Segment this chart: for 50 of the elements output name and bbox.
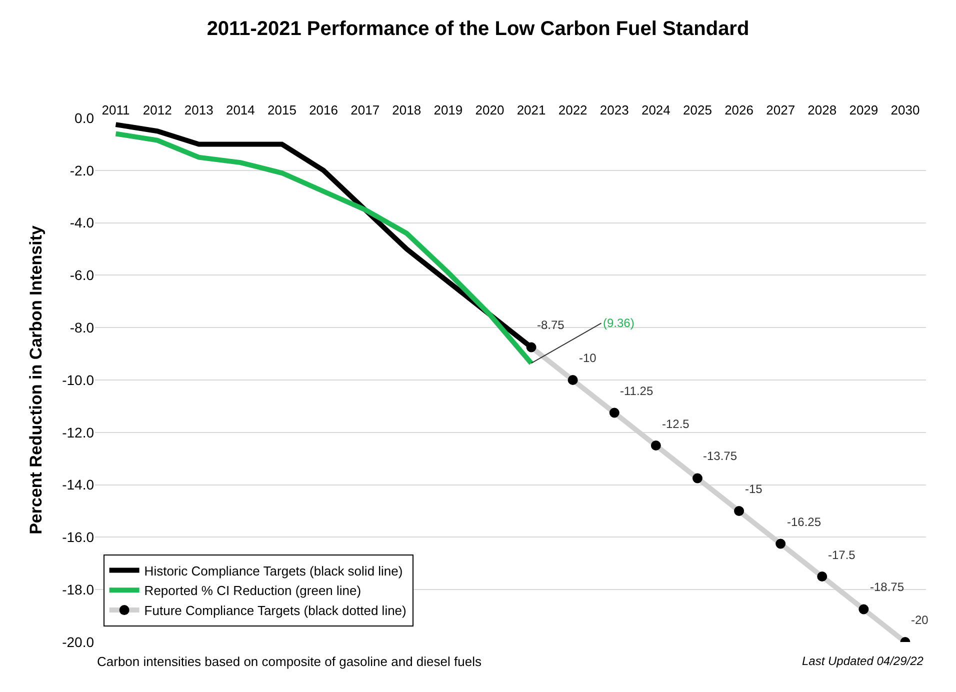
x-tick-label: 2014	[226, 102, 255, 118]
x-tick-label: 2012	[142, 102, 172, 118]
data-label: -20	[911, 613, 929, 627]
text: Carbon intensities based on composite of gasoline and diesel fuels	[97, 654, 482, 669]
x-tick-label: 2029	[849, 102, 878, 118]
x-tick-label: 2022	[558, 102, 588, 118]
x-tick-label: 2027	[766, 102, 796, 118]
x-tick-label: 2018	[392, 102, 422, 118]
text: Last Updated 04/29/22	[802, 654, 924, 668]
point	[526, 342, 536, 352]
data-label: -11.25	[620, 384, 654, 398]
x-tick-label: 2026	[724, 102, 754, 118]
y-tick-label: -10.0	[62, 372, 94, 388]
y-tick-label: -6.0	[70, 267, 94, 284]
legend-label: Future Compliance Targets (black dotted line)	[144, 603, 406, 618]
data-label: -8.75	[537, 318, 565, 332]
x-tick-label: 2030	[890, 102, 920, 118]
x-tick-label: 2025	[683, 102, 712, 118]
x-tick-label: 2020	[475, 102, 504, 118]
x-tick-label: 2011	[102, 102, 130, 118]
data-label: -16.25	[787, 515, 822, 529]
legend-label: Reported % CI Reduction (green line)	[144, 583, 362, 598]
y-tick-label: -18.0	[62, 582, 94, 598]
legend-label: Historic Compliance Targets (black solid line)	[144, 563, 403, 578]
x-tick-label: 2028	[808, 102, 837, 118]
x-tick-label: 2013	[184, 102, 214, 118]
data-label: -17.5	[828, 548, 856, 562]
y-tick-label: -16.0	[62, 529, 94, 546]
x-tick-label: 2024	[641, 102, 670, 118]
x-tick-label: 2016	[309, 102, 338, 118]
y-tick-label: 0.0	[74, 110, 94, 126]
chart-title: 2011-2021 Performance of the Low Carbon Fuel Standard	[206, 18, 750, 40]
data-label: -15	[745, 482, 763, 496]
y-tick-label: -12.0	[62, 424, 94, 440]
y-tick-label: -20.0	[62, 634, 94, 650]
data-label: -18.75	[870, 580, 904, 594]
data-label: -10	[579, 351, 597, 365]
x-tick-label: 2019	[434, 102, 463, 118]
data-label: -12.5	[662, 417, 690, 431]
y-tick-label: -2.0	[70, 162, 94, 178]
data-label: (9.36)	[603, 316, 634, 330]
y-tick-label: -14.0	[62, 476, 94, 493]
x-tick-label: 2017	[350, 102, 380, 118]
x-tick-label: 2023	[600, 102, 629, 118]
x-tick-label: 2021	[516, 102, 546, 118]
y-tick-label: -8.0	[70, 320, 94, 336]
y-axis-title: Percent Reduction in Carbon Intensity	[26, 225, 46, 534]
y-tick-label: -4.0	[70, 214, 94, 231]
data-label: -13.75	[703, 449, 738, 463]
x-tick-label: 2015	[268, 102, 296, 118]
